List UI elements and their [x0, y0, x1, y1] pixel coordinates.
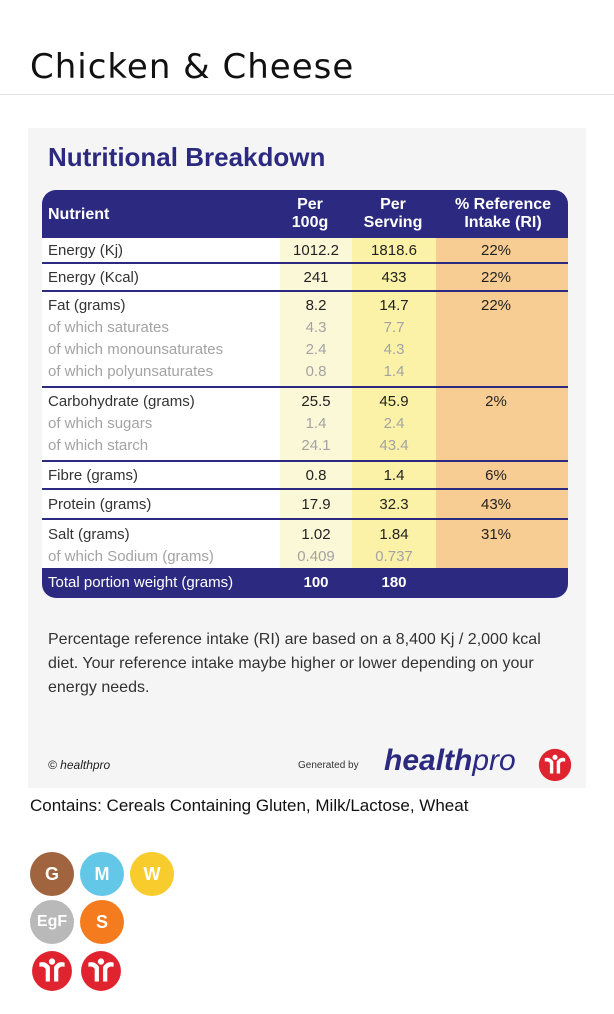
row-label: Fat (grams)	[48, 297, 126, 314]
row-per100g: 25.5	[301, 393, 331, 410]
allergens-text: Contains: Cereals Containing Gluten, Mil…	[30, 796, 469, 815]
col-header-per100g-l2: 100g	[291, 214, 329, 231]
nutrition-heading: Nutritional Breakdown	[48, 142, 326, 172]
table-footer: Total portion weight (grams) 100 180	[42, 568, 568, 598]
table-body: Energy (Kj) 1012.2 1818.6 22% Energy (Kc…	[42, 238, 568, 568]
row-per100g: 1.02	[301, 526, 331, 543]
col-bg-ri	[436, 238, 568, 568]
row-label: of which sugars	[48, 415, 153, 432]
row-ri: 6%	[485, 467, 507, 484]
col-header-perserving-l2: Serving	[363, 214, 423, 231]
row-perserving: 1.4	[383, 467, 405, 484]
row-label: of which Sodium (grams)	[48, 548, 214, 565]
row-label: Carbohydrate (grams)	[48, 393, 195, 410]
row-per100g: 0.8	[305, 363, 327, 380]
row-per100g: 0.409	[297, 548, 335, 565]
healthpro-logo: healthpro	[384, 744, 516, 778]
row-per100g: 1.4	[305, 415, 327, 432]
row-label: of which saturates	[48, 319, 169, 336]
allergen-badge-s: S	[80, 900, 124, 944]
row-label: Energy (Kcal)	[48, 269, 139, 286]
row-divider	[42, 386, 568, 388]
row-per100g: 24.1	[301, 437, 331, 454]
col-bg-per100g	[280, 238, 352, 568]
row-per100g: 8.2	[305, 297, 327, 314]
row-perserving: 14.7	[379, 297, 409, 314]
row-ri: 31%	[480, 526, 512, 543]
row-label: of which monounsaturates	[48, 341, 224, 358]
allergen-badge-wheat: W	[130, 852, 174, 896]
row-per100g: 4.3	[305, 319, 327, 336]
row-divider	[42, 518, 568, 520]
row-perserving: 32.3	[379, 496, 409, 513]
row-divider	[42, 460, 568, 462]
row-label: Protein (grams)	[48, 496, 152, 513]
nutrition-card: Nutritional Breakdown Nutrient Per 100g …	[28, 128, 586, 788]
allergen-badge-gluten: G	[30, 852, 74, 896]
total-per100g: 100	[303, 574, 329, 591]
row-label: Salt (grams)	[48, 526, 130, 543]
col-header-perserving-l1: Per	[380, 196, 406, 213]
row-per100g: 241	[303, 269, 329, 286]
col-header-ri-l2: Intake (RI)	[464, 214, 542, 231]
col-header-perserving: Per Serving	[352, 196, 434, 232]
row-perserving: 1.4	[383, 363, 405, 380]
page-header: Chicken & Cheese	[0, 0, 614, 95]
row-ri: 2%	[485, 393, 507, 410]
col-header-ri: % Reference Intake (RI)	[438, 196, 568, 232]
col-header-per100g-l1: Per	[297, 196, 323, 213]
row-label: Energy (Kj)	[48, 242, 124, 259]
col-bg-perserving	[352, 238, 436, 568]
healthpro-emblem-icon	[81, 951, 121, 991]
col-header-per100g: Per 100g	[280, 196, 340, 232]
total-perserving: 180	[381, 574, 407, 591]
row-per100g: 2.4	[305, 341, 327, 358]
row-ri: 22%	[480, 269, 512, 286]
row-ri: 43%	[480, 496, 512, 513]
col-header-ri-l1: % Reference	[454, 196, 552, 213]
row-perserving: 1.84	[379, 526, 409, 543]
page-title: Chicken & Cheese	[30, 46, 355, 87]
row-ri: 22%	[480, 242, 512, 259]
row-label: of which starch	[48, 437, 149, 454]
row-divider	[42, 488, 568, 490]
row-perserving: 1818.6	[371, 242, 417, 259]
healthpro-emblem-icon	[538, 748, 572, 782]
row-perserving: 2.4	[383, 415, 405, 432]
total-label: Total portion weight (grams)	[48, 574, 234, 591]
healthpro-emblem-icon	[32, 951, 72, 991]
row-per100g: 17.9	[301, 496, 331, 513]
row-perserving: 43.4	[379, 437, 409, 454]
row-perserving: 0.737	[375, 548, 413, 565]
brand-part2: pro	[472, 744, 516, 777]
row-divider	[42, 262, 568, 264]
row-per100g: 1012.2	[293, 242, 339, 259]
col-header-nutrient: Nutrient	[48, 206, 110, 223]
row-divider	[42, 290, 568, 292]
generated-by-text: Generated by	[298, 760, 359, 771]
ri-note: Percentage reference intake (RI) are bas…	[48, 631, 541, 696]
row-perserving: 7.7	[383, 319, 405, 336]
row-label: of which polyunsaturates	[48, 363, 214, 380]
copyright-text: © healthpro	[48, 758, 111, 772]
row-per100g: 0.8	[305, 467, 327, 484]
nutrition-table: Nutrient Per 100g Per Serving % Referenc…	[42, 190, 568, 598]
allergen-badge-egg-free: EgF	[30, 900, 74, 944]
row-perserving: 45.9	[379, 393, 409, 410]
row-label: Fibre (grams)	[48, 467, 139, 484]
table-header: Nutrient Per 100g Per Serving % Referenc…	[42, 190, 568, 238]
brand-part1: health	[384, 744, 473, 777]
row-perserving: 433	[381, 269, 407, 286]
row-ri: 22%	[480, 297, 512, 314]
row-perserving: 4.3	[383, 341, 405, 358]
allergen-badge-milk: M	[80, 852, 124, 896]
